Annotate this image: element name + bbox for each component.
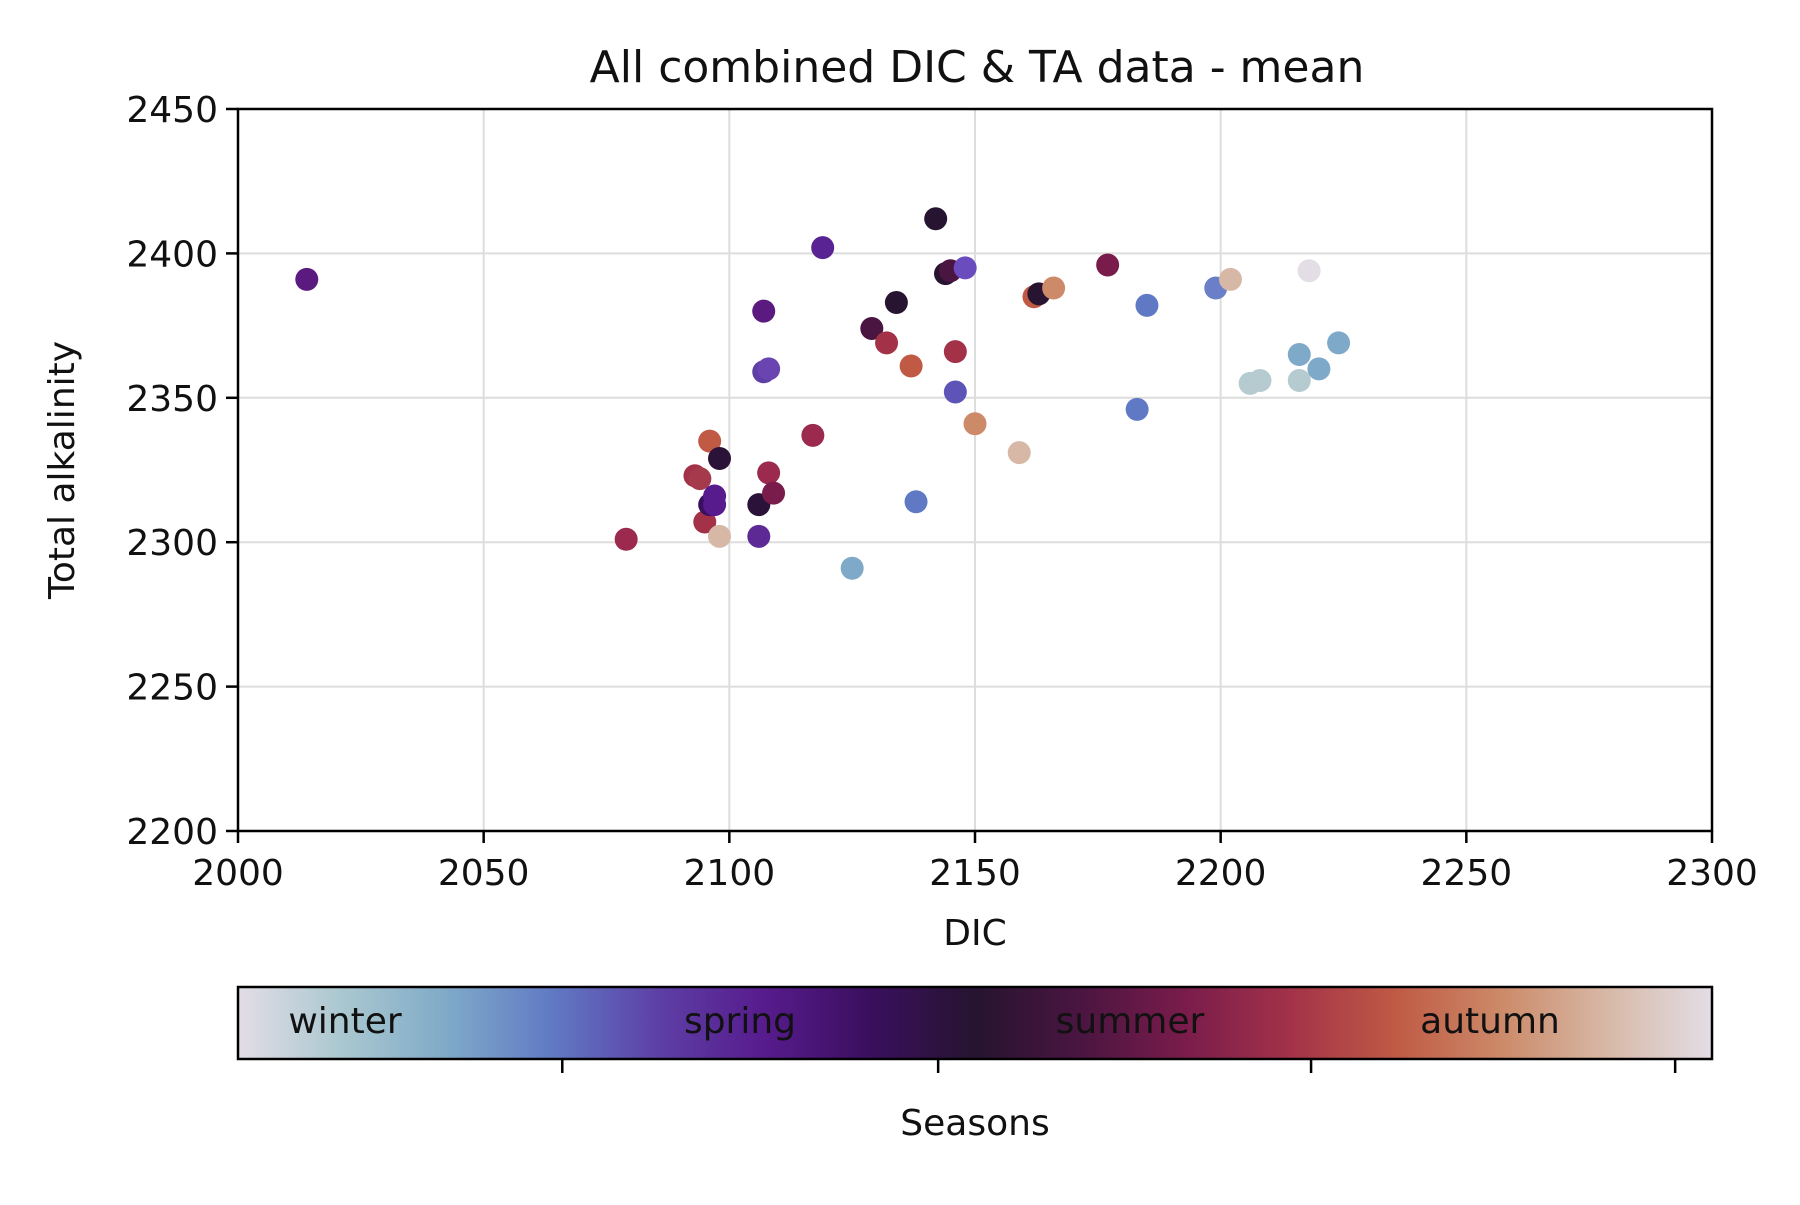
data-point <box>953 256 977 280</box>
grid <box>238 109 1712 831</box>
data-point <box>924 207 948 231</box>
data-point <box>752 299 776 323</box>
x-tick-label: 2000 <box>192 853 284 894</box>
data-point <box>1125 397 1149 421</box>
y-axis-ticks: 2200 2250 2300 2350 2400 2450 <box>126 90 238 853</box>
data-point <box>1135 293 1159 317</box>
x-tick-label: 2050 <box>438 853 530 894</box>
data-point <box>614 527 638 551</box>
chart-title: All combined DIC & TA data - mean <box>590 42 1365 93</box>
data-point <box>1287 368 1311 392</box>
data-point <box>688 467 712 491</box>
season-label-winter: winter <box>288 1001 402 1042</box>
y-tick-label: 2400 <box>126 234 218 275</box>
data-point <box>811 236 835 260</box>
data-point <box>698 429 722 453</box>
data-point <box>693 510 717 534</box>
y-tick-label: 2350 <box>126 379 218 420</box>
data-point <box>1307 357 1331 381</box>
data-point <box>860 316 884 340</box>
data-point <box>1042 276 1066 300</box>
x-tick-label: 2100 <box>684 853 776 894</box>
y-tick-label: 2450 <box>126 90 218 131</box>
data-point <box>747 524 771 548</box>
season-label-spring: spring <box>684 1001 796 1042</box>
data-point <box>1297 259 1321 283</box>
data-point <box>703 493 727 517</box>
y-tick-label: 2250 <box>126 668 218 709</box>
data-point <box>762 481 786 505</box>
data-point <box>1218 267 1242 291</box>
data-point <box>840 556 864 580</box>
x-axis-ticks: 2000 2050 2100 2150 2200 2250 2300 <box>192 831 1758 894</box>
data-point <box>884 290 908 314</box>
x-tick-label: 2250 <box>1421 853 1513 894</box>
y-tick-label: 2300 <box>126 523 218 564</box>
seasons-colorbar: winter spring summer autumn Seasons <box>236 985 1714 1144</box>
data-point <box>1007 441 1031 465</box>
x-axis-label: DIC <box>943 913 1006 954</box>
data-point <box>1248 368 1272 392</box>
season-label-autumn: autumn <box>1420 1001 1560 1042</box>
data-point <box>899 354 923 378</box>
y-tick-label: 2200 <box>126 812 218 853</box>
x-tick-label: 2200 <box>1175 853 1267 894</box>
colorbar-ticks <box>561 1059 1677 1073</box>
data-point <box>801 423 825 447</box>
data-point <box>1096 253 1120 277</box>
data-point <box>757 357 781 381</box>
data-point <box>943 380 967 404</box>
data-point <box>963 412 987 436</box>
y-axis-label: Total alkalinity <box>42 341 83 600</box>
x-tick-label: 2300 <box>1666 853 1758 894</box>
colorbar-label: Seasons <box>900 1103 1049 1144</box>
data-point <box>1327 331 1351 355</box>
data-point <box>708 446 732 470</box>
data-point <box>1287 342 1311 366</box>
data-point <box>757 461 781 485</box>
data-points <box>295 207 1351 580</box>
season-label-summer: summer <box>1056 1001 1205 1042</box>
data-point <box>708 524 732 548</box>
data-point <box>295 267 319 291</box>
data-point <box>875 331 899 355</box>
colorbar-gradient <box>236 985 1714 1061</box>
x-tick-label: 2150 <box>929 853 1021 894</box>
data-point <box>943 340 967 364</box>
data-point <box>904 490 928 514</box>
